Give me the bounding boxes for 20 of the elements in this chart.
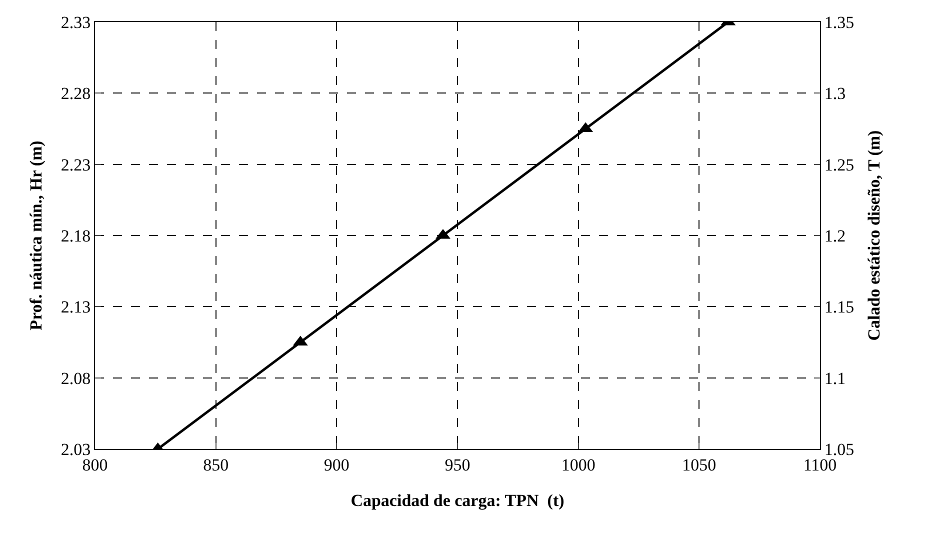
y2-tick-label: 1.3 bbox=[824, 84, 846, 104]
x-tick-label: 850 bbox=[203, 455, 229, 474]
y-tick-label: 2.23 bbox=[60, 155, 91, 174]
y2-tick-label: 1.35 bbox=[824, 12, 854, 32]
y2-axis-title: Calado estático diseño, T (m) bbox=[864, 130, 884, 341]
x-tick-label: 1050 bbox=[682, 455, 716, 474]
x-tick-label: 1000 bbox=[561, 455, 596, 474]
x-tick-label: 900 bbox=[324, 455, 350, 474]
y-tick-label: 2.13 bbox=[60, 298, 91, 317]
y-tick-label: 2.28 bbox=[60, 84, 91, 104]
x-tick-label: 950 bbox=[444, 455, 470, 474]
y2-tick-label: 1.15 bbox=[824, 298, 854, 317]
y-tick-label: 2.08 bbox=[60, 368, 91, 388]
y-tick-label: 2.33 bbox=[60, 12, 91, 32]
x-axis-title: Capacidad de carga: TPN (t) bbox=[350, 490, 564, 510]
y-axis-title: Prof. náutica mín., Hr (m) bbox=[26, 140, 46, 330]
y2-tick-label: 1.2 bbox=[824, 226, 846, 246]
y2-tick-label: 1.1 bbox=[824, 368, 846, 388]
y2-tick-label: 1.25 bbox=[824, 155, 854, 174]
y-tick-label: 2.18 bbox=[60, 226, 91, 246]
